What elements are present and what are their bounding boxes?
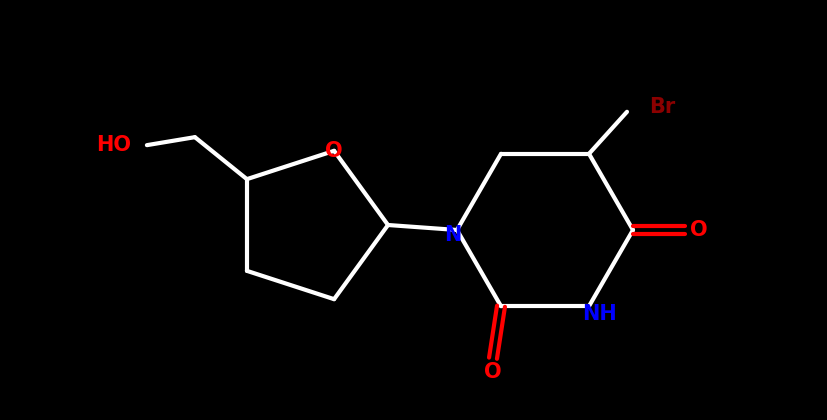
Text: NH: NH <box>581 304 616 324</box>
Text: HO: HO <box>96 135 131 155</box>
Text: Br: Br <box>649 97 676 117</box>
Text: O: O <box>691 220 708 240</box>
Text: O: O <box>325 141 343 161</box>
Text: N: N <box>444 225 461 245</box>
Text: O: O <box>484 362 502 382</box>
